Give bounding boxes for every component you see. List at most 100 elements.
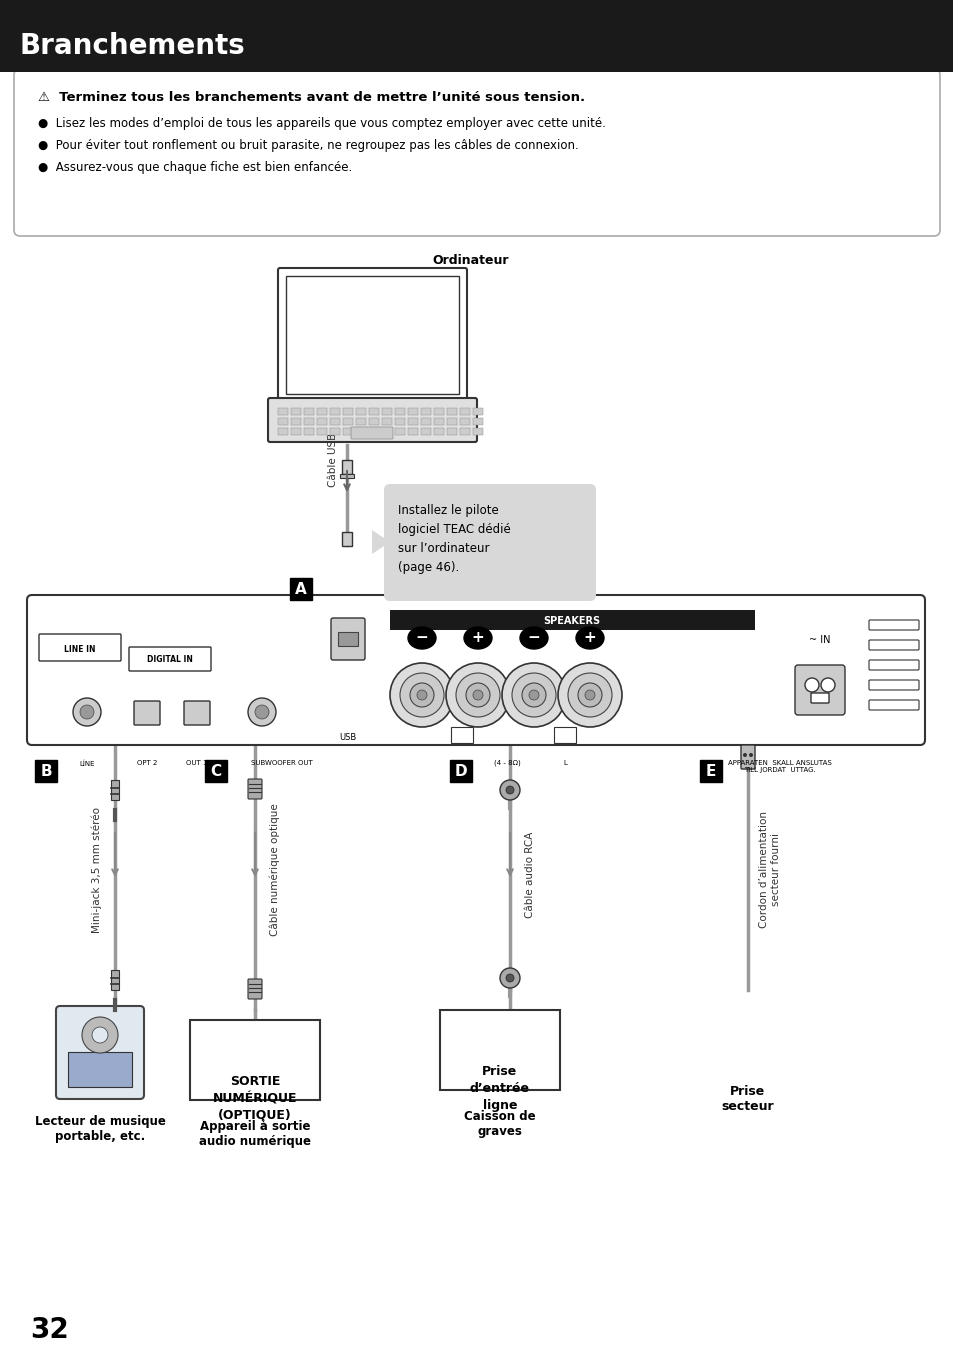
- Text: ~ IN: ~ IN: [808, 635, 830, 645]
- Circle shape: [499, 780, 519, 800]
- Text: SUBWOOFER OUT: SUBWOOFER OUT: [251, 760, 313, 766]
- Circle shape: [410, 682, 434, 707]
- FancyBboxPatch shape: [330, 408, 339, 414]
- FancyBboxPatch shape: [277, 268, 467, 402]
- Text: +: +: [583, 630, 596, 645]
- Text: (4 - 8Ω): (4 - 8Ω): [493, 760, 519, 766]
- Text: Mini-jack 3,5 mm stéréo: Mini-jack 3,5 mm stéréo: [91, 807, 102, 933]
- FancyBboxPatch shape: [129, 647, 211, 672]
- FancyBboxPatch shape: [384, 483, 596, 601]
- FancyBboxPatch shape: [343, 408, 353, 414]
- FancyBboxPatch shape: [473, 408, 482, 414]
- FancyBboxPatch shape: [337, 632, 357, 646]
- FancyBboxPatch shape: [277, 428, 288, 435]
- Text: OUT 1: OUT 1: [186, 760, 208, 766]
- Ellipse shape: [463, 627, 492, 649]
- Text: ●  Pour éviter tout ronflement ou bruit parasite, ne regroupez pas les câbles de: ● Pour éviter tout ronflement ou bruit p…: [38, 139, 578, 152]
- FancyBboxPatch shape: [184, 701, 210, 724]
- Circle shape: [390, 663, 454, 727]
- FancyBboxPatch shape: [395, 418, 405, 425]
- Circle shape: [512, 673, 556, 718]
- FancyBboxPatch shape: [434, 418, 443, 425]
- Circle shape: [505, 787, 514, 793]
- FancyBboxPatch shape: [351, 427, 393, 439]
- FancyBboxPatch shape: [248, 779, 262, 799]
- Circle shape: [446, 663, 510, 727]
- Text: Lecteur de musique
portable, etc.: Lecteur de musique portable, etc.: [34, 1114, 165, 1143]
- FancyBboxPatch shape: [304, 428, 314, 435]
- Text: Câble USB: Câble USB: [328, 433, 337, 487]
- FancyBboxPatch shape: [740, 745, 754, 769]
- FancyBboxPatch shape: [408, 428, 417, 435]
- FancyBboxPatch shape: [341, 460, 352, 474]
- Circle shape: [529, 691, 538, 700]
- FancyBboxPatch shape: [868, 700, 918, 709]
- FancyBboxPatch shape: [459, 428, 470, 435]
- Text: −: −: [527, 630, 539, 645]
- FancyBboxPatch shape: [408, 408, 417, 414]
- Text: ●  Assurez-vous que chaque fiche est bien enfancée.: ● Assurez-vous que chaque fiche est bien…: [38, 161, 352, 175]
- Text: DIGITAL IN: DIGITAL IN: [147, 655, 193, 665]
- Circle shape: [465, 682, 490, 707]
- Circle shape: [80, 705, 94, 719]
- FancyBboxPatch shape: [554, 727, 576, 743]
- FancyBboxPatch shape: [408, 418, 417, 425]
- Text: C: C: [211, 764, 221, 779]
- FancyBboxPatch shape: [291, 428, 301, 435]
- Text: 32: 32: [30, 1316, 69, 1345]
- FancyBboxPatch shape: [390, 611, 754, 630]
- FancyBboxPatch shape: [56, 1006, 144, 1099]
- Text: Branchements: Branchements: [20, 32, 246, 60]
- FancyBboxPatch shape: [450, 760, 472, 783]
- Circle shape: [82, 1017, 118, 1053]
- FancyBboxPatch shape: [316, 408, 327, 414]
- FancyBboxPatch shape: [304, 418, 314, 425]
- Circle shape: [473, 691, 482, 700]
- FancyBboxPatch shape: [395, 428, 405, 435]
- FancyBboxPatch shape: [343, 418, 353, 425]
- Text: SORTIE
NUMÉRIQUE
(OPTIQUE): SORTIE NUMÉRIQUE (OPTIQUE): [213, 1075, 297, 1122]
- Circle shape: [742, 753, 746, 757]
- FancyBboxPatch shape: [369, 428, 378, 435]
- FancyBboxPatch shape: [868, 620, 918, 630]
- Text: D: D: [455, 764, 467, 779]
- FancyBboxPatch shape: [27, 594, 924, 745]
- FancyBboxPatch shape: [868, 680, 918, 691]
- Circle shape: [73, 699, 101, 726]
- FancyBboxPatch shape: [447, 408, 456, 414]
- Text: Prise
secteur: Prise secteur: [720, 1085, 774, 1113]
- Text: Câble numérique optique: Câble numérique optique: [270, 804, 280, 937]
- FancyBboxPatch shape: [439, 1010, 559, 1090]
- FancyBboxPatch shape: [810, 693, 828, 703]
- Text: +: +: [471, 630, 484, 645]
- Circle shape: [456, 673, 499, 718]
- Text: R: R: [459, 760, 464, 766]
- Text: SPEAKERS: SPEAKERS: [543, 616, 600, 626]
- Circle shape: [567, 673, 612, 718]
- FancyBboxPatch shape: [268, 398, 476, 441]
- Polygon shape: [372, 529, 390, 554]
- Circle shape: [254, 705, 269, 719]
- Circle shape: [501, 663, 565, 727]
- Text: Ordinateur: Ordinateur: [432, 253, 508, 267]
- Text: B: B: [40, 764, 51, 779]
- Text: Caisson de
graves: Caisson de graves: [464, 1110, 536, 1137]
- FancyBboxPatch shape: [420, 428, 431, 435]
- FancyBboxPatch shape: [395, 408, 405, 414]
- Text: Câble audio RCA: Câble audio RCA: [524, 831, 535, 918]
- Circle shape: [521, 682, 545, 707]
- Text: USB: USB: [339, 734, 356, 742]
- FancyBboxPatch shape: [286, 276, 458, 394]
- FancyBboxPatch shape: [291, 418, 301, 425]
- FancyBboxPatch shape: [111, 969, 119, 990]
- FancyBboxPatch shape: [434, 408, 443, 414]
- FancyBboxPatch shape: [291, 408, 301, 414]
- Text: OPT 2: OPT 2: [136, 760, 157, 766]
- Text: −: −: [416, 630, 428, 645]
- Circle shape: [248, 699, 275, 726]
- Text: APPARATEN  SKALL ANSLUTAS
TILL JORDAT  UTTAG.: APPARATEN SKALL ANSLUTAS TILL JORDAT UTT…: [727, 760, 831, 773]
- FancyBboxPatch shape: [331, 617, 365, 659]
- Text: LINE IN: LINE IN: [64, 645, 95, 654]
- FancyBboxPatch shape: [355, 418, 366, 425]
- Circle shape: [416, 691, 427, 700]
